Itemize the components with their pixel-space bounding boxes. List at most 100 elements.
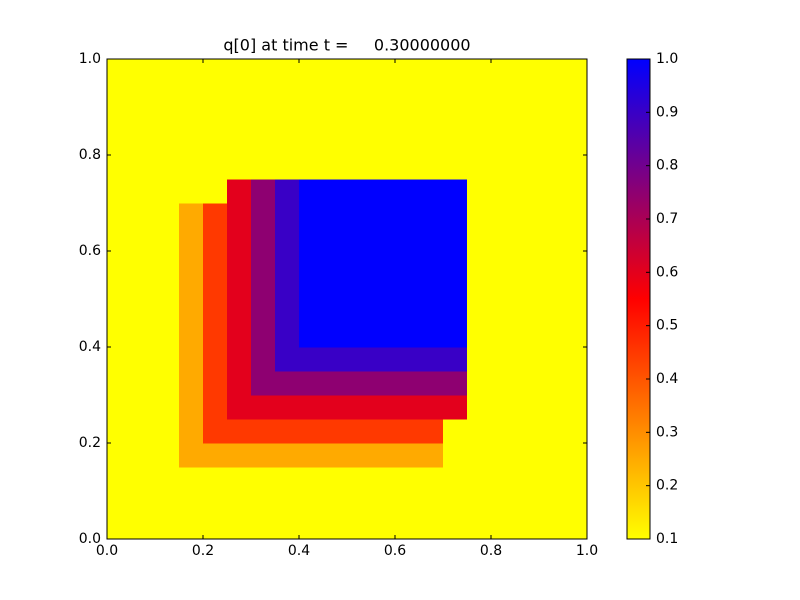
heat-cell [371, 107, 396, 132]
heat-cell [179, 419, 204, 444]
heat-cell [275, 299, 300, 324]
heat-cell [203, 251, 228, 276]
heat-cell [371, 59, 396, 84]
heat-cell [443, 203, 468, 228]
heat-cell [107, 323, 132, 348]
heat-cell [347, 59, 372, 84]
heat-cell [155, 515, 180, 540]
heat-cell [419, 179, 444, 204]
heat-cell [323, 323, 348, 348]
heat-cell [443, 179, 468, 204]
heat-cell [443, 107, 468, 132]
heat-cell [251, 227, 276, 252]
heat-cell [227, 467, 252, 492]
heat-cell [539, 251, 564, 276]
heat-cell [563, 275, 588, 300]
heat-cell [155, 371, 180, 396]
heat-cell [467, 323, 492, 348]
heat-cell [443, 251, 468, 276]
heat-cell [227, 227, 252, 252]
heat-cell [107, 131, 132, 156]
heat-cell [275, 179, 300, 204]
heat-cell [275, 131, 300, 156]
heat-cell [227, 419, 252, 444]
heat-cell [563, 323, 588, 348]
heat-cell [467, 395, 492, 420]
heat-cell [299, 443, 324, 468]
heat-cell [491, 59, 516, 84]
heat-cell [539, 275, 564, 300]
heat-cell [299, 371, 324, 396]
heat-cell [179, 299, 204, 324]
heat-cell [203, 227, 228, 252]
heat-cell [131, 467, 156, 492]
heat-cell [275, 347, 300, 372]
heat-cell [155, 299, 180, 324]
heat-cell [107, 59, 132, 84]
heat-cell [539, 107, 564, 132]
heat-cell [155, 83, 180, 108]
heat-cell [131, 275, 156, 300]
heat-cell [131, 59, 156, 84]
heat-cell [515, 323, 540, 348]
heat-cell [515, 83, 540, 108]
heat-cell [491, 323, 516, 348]
heat-cell [539, 419, 564, 444]
heat-cell [227, 179, 252, 204]
heat-cell [227, 251, 252, 276]
heat-cell [515, 275, 540, 300]
heat-cell [491, 443, 516, 468]
heat-cell [203, 83, 228, 108]
heat-cell [419, 395, 444, 420]
heat-cell [179, 131, 204, 156]
heat-cell [251, 179, 276, 204]
heat-cell [539, 491, 564, 516]
heat-cell [203, 299, 228, 324]
heat-cell [395, 323, 420, 348]
x-tick-label: 0.0 [96, 543, 118, 559]
heat-cell [275, 107, 300, 132]
heat-cell [443, 443, 468, 468]
heat-cell [179, 227, 204, 252]
heat-cell [467, 251, 492, 276]
heat-cell [515, 179, 540, 204]
heat-cell [131, 347, 156, 372]
heat-cell [491, 371, 516, 396]
heat-cell [395, 467, 420, 492]
heat-cell [395, 371, 420, 396]
heat-cell [419, 155, 444, 180]
heat-cell [515, 59, 540, 84]
heat-cell [371, 227, 396, 252]
heat-cell [443, 155, 468, 180]
heat-cell [251, 275, 276, 300]
heat-cell [371, 251, 396, 276]
heat-cell [275, 419, 300, 444]
heat-cell [155, 227, 180, 252]
heat-cell [323, 395, 348, 420]
heat-cell [299, 515, 324, 540]
heat-cell [179, 251, 204, 276]
heat-cell [203, 467, 228, 492]
y-tick-label: 0.8 [79, 147, 101, 163]
heat-cell [131, 299, 156, 324]
heat-cell [515, 347, 540, 372]
heat-cell [347, 275, 372, 300]
heat-cell [251, 155, 276, 180]
heat-cell [419, 419, 444, 444]
heat-cell [467, 59, 492, 84]
heat-cell [251, 347, 276, 372]
heat-cell [275, 371, 300, 396]
heat-cell [491, 83, 516, 108]
heat-cell [131, 155, 156, 180]
heat-cell [155, 491, 180, 516]
heat-cell [371, 203, 396, 228]
heat-cell [443, 419, 468, 444]
heat-cell [179, 347, 204, 372]
heat-cell [371, 299, 396, 324]
heat-cell [299, 203, 324, 228]
heat-cell [395, 443, 420, 468]
heat-cell [347, 395, 372, 420]
heat-cell [371, 347, 396, 372]
heat-cell [515, 419, 540, 444]
